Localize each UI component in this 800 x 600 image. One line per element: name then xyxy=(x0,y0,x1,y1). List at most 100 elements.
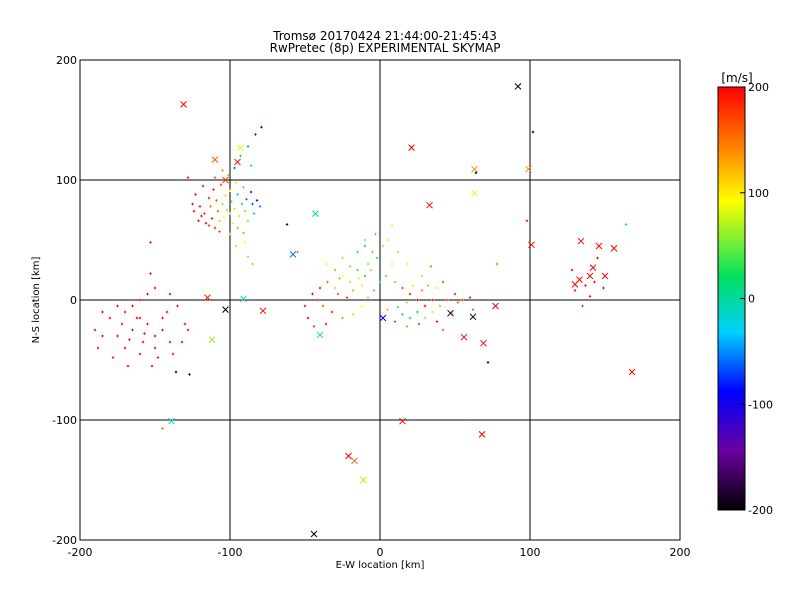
data-point-cross xyxy=(312,210,319,217)
data-points xyxy=(93,83,636,538)
data-point-dot xyxy=(416,310,419,314)
data-point-cross xyxy=(289,251,297,258)
data-point-dot xyxy=(123,346,127,350)
data-point-dot xyxy=(174,370,178,374)
data-point-dot xyxy=(255,199,259,202)
data-point-cross xyxy=(310,530,318,538)
data-point-dot xyxy=(423,304,427,308)
data-point-dot xyxy=(228,212,232,215)
data-point-cross xyxy=(211,156,219,163)
data-point-dot xyxy=(228,189,232,192)
data-point-dot xyxy=(401,313,404,316)
data-point-dot xyxy=(237,214,241,218)
data-point-cross xyxy=(360,476,367,484)
data-point-dot xyxy=(570,268,574,272)
data-point-dot xyxy=(416,298,419,302)
data-point-dot xyxy=(218,219,221,222)
data-point-dot xyxy=(405,262,409,266)
data-point-dot xyxy=(401,286,404,290)
x-tick-label: 0 xyxy=(377,546,384,559)
data-point-dot xyxy=(246,145,250,148)
data-point-dot xyxy=(204,222,208,225)
data-point-dot xyxy=(341,256,344,260)
chart-title: Tromsø 20170424 21:44:00-21:45:43 xyxy=(272,29,497,43)
data-point-cross xyxy=(234,158,241,166)
data-point-dot xyxy=(224,194,227,197)
data-point-dot xyxy=(191,202,194,206)
data-point-dot xyxy=(321,304,325,308)
data-point-cross xyxy=(168,417,175,425)
data-point-dot xyxy=(246,255,250,258)
data-point-dot xyxy=(138,316,142,320)
data-point-dot xyxy=(573,289,577,292)
data-point-dot xyxy=(384,274,388,278)
data-point-dot xyxy=(441,328,445,332)
data-point-cross xyxy=(379,314,387,322)
data-point-cross xyxy=(471,189,478,197)
data-point-dot xyxy=(581,304,584,308)
data-point-dot xyxy=(285,223,289,226)
data-point-dot xyxy=(356,268,359,272)
data-point-dot xyxy=(584,284,587,287)
data-point-dot xyxy=(222,216,226,219)
data-point-dot xyxy=(366,296,370,299)
data-point-dot xyxy=(240,202,244,206)
data-point-dot xyxy=(408,292,412,296)
data-point-dot xyxy=(146,292,149,296)
data-point-dot xyxy=(120,322,124,326)
data-point-dot xyxy=(192,210,196,213)
data-point-dot xyxy=(210,217,214,220)
data-point-dot xyxy=(315,298,319,302)
data-point-cross xyxy=(610,245,618,252)
data-point-dot xyxy=(234,244,238,248)
data-point-dot xyxy=(324,322,328,326)
data-point-dot xyxy=(212,188,215,191)
data-point-dot xyxy=(456,301,460,304)
data-point-dot xyxy=(450,313,454,316)
data-point-dot xyxy=(312,325,316,328)
data-point-cross xyxy=(525,165,532,173)
data-point-cross xyxy=(460,333,468,341)
data-point-dot xyxy=(251,202,254,206)
data-point-cross xyxy=(492,302,499,310)
data-point-dot xyxy=(461,298,464,302)
data-point-dot xyxy=(417,322,421,326)
data-point-dot xyxy=(251,262,254,266)
data-point-dot xyxy=(131,328,134,332)
data-point-dot xyxy=(405,301,409,304)
data-point-dot xyxy=(242,231,245,234)
data-point-cross xyxy=(478,431,486,438)
data-point-dot xyxy=(230,200,233,203)
data-point-dot xyxy=(330,310,334,314)
data-point-cross xyxy=(345,452,352,460)
data-point-dot xyxy=(446,298,449,302)
data-point-cross xyxy=(471,165,478,173)
data-point-dot xyxy=(420,289,424,292)
data-point-dot xyxy=(338,277,341,280)
data-point-cross xyxy=(469,313,477,321)
data-point-cross xyxy=(571,281,579,288)
data-point-dot xyxy=(393,320,397,323)
colorbar-ticks: 200 100 0 -100 -200 xyxy=(740,81,773,517)
colorbar-tick-label: -100 xyxy=(748,398,773,411)
data-point-dot xyxy=(236,226,239,230)
data-point-dot xyxy=(207,196,211,200)
data-point-dot xyxy=(135,316,139,320)
data-point-cross xyxy=(208,336,216,343)
data-point-dot xyxy=(93,328,97,332)
data-point-cross xyxy=(586,272,594,280)
data-point-dot xyxy=(233,207,236,210)
data-point-dot xyxy=(356,250,359,254)
data-point-cross xyxy=(240,295,247,303)
data-point-dot xyxy=(149,241,152,244)
data-point-dot xyxy=(116,334,119,338)
data-point-cross xyxy=(316,331,324,339)
data-point-dot xyxy=(186,176,190,179)
x-tick-label: -200 xyxy=(68,546,93,559)
data-point-dot xyxy=(441,280,445,284)
data-point-dot xyxy=(207,224,211,227)
data-point-dot xyxy=(405,325,409,328)
data-point-cross xyxy=(601,272,609,280)
y-tick-label: -200 xyxy=(52,534,77,547)
data-point-dot xyxy=(231,222,235,225)
